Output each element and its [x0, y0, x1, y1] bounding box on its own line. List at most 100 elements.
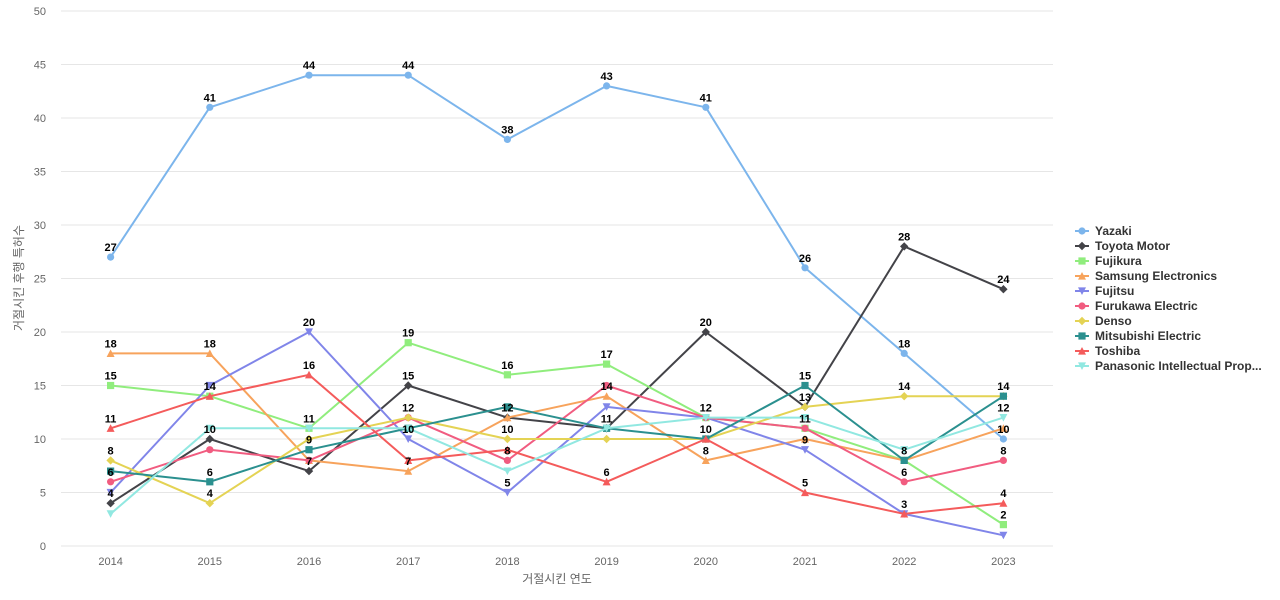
data-point-yazaki[interactable] [702, 103, 710, 111]
data-point-denso[interactable] [800, 402, 810, 412]
data-point-fujitsu[interactable] [106, 488, 115, 497]
data-point-denso[interactable] [304, 434, 314, 444]
data-point-samsung-electronics[interactable] [701, 456, 710, 464]
data-point-fujikura[interactable] [503, 371, 511, 379]
legend-item-fujitsu[interactable]: Fujitsu [1075, 284, 1134, 298]
legend-item-panasonic-intellectual-prop[interactable]: Panasonic Intellectual Prop... [1075, 359, 1262, 373]
data-point-denso[interactable] [205, 499, 214, 508]
legend-item-toyota-motor[interactable]: Toyota Motor [1075, 239, 1170, 253]
data-point-mitsubishi-electric[interactable] [305, 446, 313, 454]
data-point-toshiba[interactable] [900, 509, 909, 518]
data-point-fujitsu[interactable] [602, 403, 611, 411]
data-point-toshiba[interactable] [503, 445, 512, 454]
data-point-fujikura[interactable] [999, 521, 1007, 529]
data-point-toyota-motor[interactable] [900, 242, 909, 251]
legend-marker[interactable] [1077, 316, 1087, 326]
data-point-panasonic-intellectual-prop[interactable] [999, 414, 1008, 422]
data-point-yazaki[interactable] [206, 103, 214, 111]
data-point-fujitsu[interactable] [305, 328, 313, 336]
data-point-mitsubishi-electric[interactable] [206, 478, 214, 486]
data-point-yazaki[interactable] [900, 349, 908, 357]
data-point-fujitsu[interactable] [999, 531, 1008, 540]
legend-marker[interactable] [1078, 272, 1086, 280]
data-point-toshiba[interactable] [801, 488, 809, 497]
legend-item-toshiba[interactable]: Toshiba [1075, 344, 1140, 358]
legend-item-yazaki[interactable]: Yazaki [1075, 224, 1132, 238]
data-point-denso[interactable] [602, 434, 611, 444]
data-point-furukawa-electric[interactable] [999, 456, 1008, 464]
data-point-samsung-electronics[interactable] [602, 392, 611, 400]
data-point-furukawa-electric[interactable] [107, 478, 115, 486]
data-point-yazaki[interactable] [801, 264, 809, 272]
data-point-fujikura[interactable] [404, 339, 412, 347]
data-point-toshiba[interactable] [404, 456, 413, 464]
data-point-toshiba[interactable] [999, 499, 1008, 507]
data-point-panasonic-intellectual-prop[interactable] [801, 414, 809, 422]
data-point-denso[interactable] [106, 456, 115, 465]
data-point-yazaki[interactable] [999, 435, 1008, 443]
legend-item-samsung-electronics[interactable]: Samsung Electronics [1075, 269, 1217, 283]
data-point-panasonic-intellectual-prop[interactable] [205, 424, 214, 433]
data-point-panasonic-intellectual-prop[interactable] [602, 424, 611, 433]
data-point-samsung-electronics[interactable] [999, 424, 1008, 432]
legend-marker[interactable] [1078, 332, 1086, 340]
data-point-furukawa-electric[interactable] [503, 456, 511, 464]
data-point-panasonic-intellectual-prop[interactable] [106, 510, 115, 518]
legend-marker[interactable] [1078, 257, 1086, 265]
data-point-panasonic-intellectual-prop[interactable] [503, 467, 512, 476]
data-point-yazaki[interactable] [107, 253, 115, 261]
legend-item-mitsubishi-electric[interactable]: Mitsubishi Electric [1075, 329, 1201, 343]
data-point-toyota-motor[interactable] [404, 381, 413, 390]
data-point-toyota-motor[interactable] [999, 285, 1008, 294]
data-point-denso[interactable] [900, 392, 909, 401]
data-point-fujitsu[interactable] [404, 435, 413, 443]
data-point-panasonic-intellectual-prop[interactable] [900, 446, 909, 454]
data-point-denso[interactable] [404, 413, 413, 422]
legend-marker[interactable] [1078, 227, 1086, 235]
data-point-fujikura[interactable] [107, 381, 115, 390]
data-point-furukawa-electric[interactable] [603, 381, 611, 390]
data-point-toshiba[interactable] [701, 435, 710, 443]
data-point-furukawa-electric[interactable] [801, 424, 809, 432]
data-point-yazaki[interactable] [603, 82, 611, 90]
legend-item-denso[interactable]: Denso [1075, 314, 1132, 328]
data-point-furukawa-electric[interactable] [206, 446, 214, 454]
data-point-toyota-motor[interactable] [205, 434, 214, 444]
data-point-samsung-electronics[interactable] [404, 467, 413, 475]
data-point-samsung-electronics[interactable] [106, 349, 115, 357]
legend-item-furukawa-electric[interactable]: Furukawa Electric [1075, 299, 1198, 313]
data-point-toyota-motor[interactable] [701, 327, 710, 337]
data-point-toshiba[interactable] [305, 370, 313, 379]
data-point-mitsubishi-electric[interactable] [801, 381, 809, 390]
data-point-yazaki[interactable] [305, 71, 313, 79]
data-point-mitsubishi-electric[interactable] [503, 403, 511, 411]
data-point-fujitsu[interactable] [503, 488, 512, 497]
data-point-mitsubishi-electric[interactable] [107, 467, 115, 475]
data-point-furukawa-electric[interactable] [305, 456, 313, 464]
data-point-yazaki[interactable] [503, 135, 511, 143]
data-point-fujitsu[interactable] [205, 381, 214, 390]
legend-marker[interactable] [1077, 241, 1087, 251]
data-point-toshiba[interactable] [106, 424, 115, 432]
data-point-mitsubishi-electric[interactable] [900, 456, 908, 464]
data-point-fujikura[interactable] [603, 360, 611, 368]
data-point-panasonic-intellectual-prop[interactable] [701, 414, 710, 422]
data-point-toyota-motor[interactable] [304, 466, 314, 476]
legend-item-fujikura[interactable]: Fujikura [1075, 254, 1142, 268]
legend-marker[interactable] [1078, 302, 1086, 310]
legend-marker[interactable] [1078, 347, 1086, 355]
data-point-mitsubishi-electric[interactable] [999, 392, 1007, 400]
data-point-toyota-motor[interactable] [106, 499, 115, 508]
legend-marker[interactable] [1078, 287, 1086, 295]
data-point-toshiba[interactable] [602, 477, 611, 486]
data-point-panasonic-intellectual-prop[interactable] [404, 424, 413, 433]
data-point-samsung-electronics[interactable] [205, 349, 214, 357]
data-point-samsung-electronics[interactable] [503, 413, 512, 422]
legend-marker[interactable] [1078, 362, 1086, 370]
data-point-toshiba[interactable] [205, 392, 214, 400]
data-point-denso[interactable] [503, 434, 512, 444]
data-point-furukawa-electric[interactable] [900, 478, 908, 486]
data-point-fujitsu[interactable] [801, 446, 809, 454]
data-point-samsung-electronics[interactable] [801, 435, 809, 443]
data-point-panasonic-intellectual-prop[interactable] [305, 424, 313, 433]
